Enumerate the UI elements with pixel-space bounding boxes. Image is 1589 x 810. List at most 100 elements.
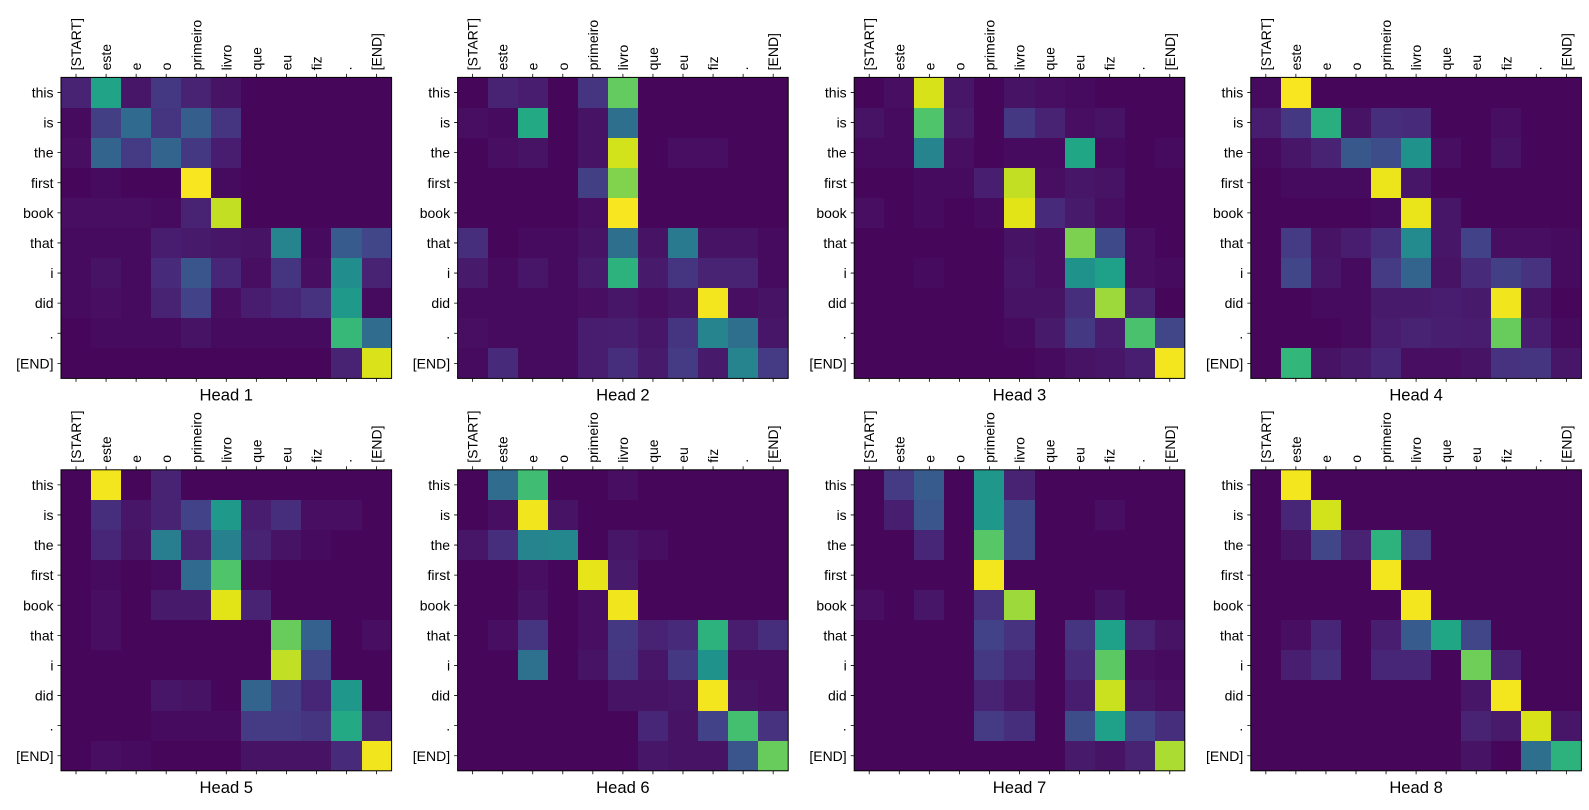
svg-text:[END]: [END]	[765, 33, 781, 70]
svg-text:fiz: fiz	[1498, 56, 1514, 70]
svg-text:primeiro: primeiro	[188, 412, 204, 463]
svg-text:o: o	[1348, 62, 1364, 70]
svg-text:i: i	[844, 265, 847, 281]
svg-text:is: is	[837, 115, 847, 131]
svg-text:did: did	[35, 295, 54, 311]
svg-text:[END]: [END]	[765, 425, 781, 462]
svg-text:that: that	[1220, 627, 1243, 643]
svg-text:the: the	[1224, 537, 1244, 553]
svg-text:primeiro: primeiro	[1378, 20, 1394, 71]
svg-text:that: that	[1220, 235, 1243, 251]
svg-text:that: that	[30, 235, 53, 251]
svg-text:.: .	[339, 459, 355, 463]
svg-text:o: o	[158, 62, 174, 70]
svg-text:[START]: [START]	[68, 18, 84, 70]
svg-text:this: this	[428, 84, 450, 100]
svg-text:i: i	[447, 657, 450, 673]
svg-text:the: the	[827, 537, 847, 553]
svg-text:o: o	[555, 62, 571, 70]
svg-text:i: i	[1240, 657, 1243, 673]
svg-text:[END]: [END]	[1558, 33, 1574, 70]
svg-text:this: this	[1222, 477, 1244, 493]
svg-text:fiz: fiz	[1102, 449, 1118, 463]
svg-text:este: este	[891, 436, 907, 463]
svg-text:this: this	[32, 477, 54, 493]
svg-text:this: this	[1222, 84, 1244, 100]
svg-text:i: i	[50, 265, 53, 281]
svg-text:[END]: [END]	[369, 425, 385, 462]
svg-text:first: first	[428, 567, 451, 583]
svg-text:[START]: [START]	[465, 18, 481, 70]
svg-text:e: e	[921, 455, 937, 463]
svg-text:first: first	[31, 175, 54, 191]
svg-text:this: this	[428, 477, 450, 493]
svg-text:[END]: [END]	[1558, 425, 1574, 462]
svg-text:eu: eu	[675, 55, 691, 71]
svg-text:first: first	[824, 175, 847, 191]
svg-text:livro: livro	[615, 437, 631, 463]
svg-text:este: este	[1288, 44, 1304, 71]
svg-text:que: que	[248, 47, 264, 71]
svg-text:o: o	[158, 455, 174, 463]
svg-text:que: que	[645, 439, 661, 463]
svg-text:.: .	[1528, 67, 1544, 71]
svg-text:the: the	[1224, 145, 1244, 161]
svg-text:fiz: fiz	[705, 56, 721, 70]
svg-text:e: e	[1318, 455, 1334, 463]
svg-text:fiz: fiz	[308, 56, 324, 70]
svg-text:book: book	[23, 597, 54, 613]
svg-text:i: i	[50, 657, 53, 673]
svg-text:the: the	[34, 145, 54, 161]
svg-text:eu: eu	[1072, 447, 1088, 463]
svg-text:[END]: [END]	[413, 748, 450, 764]
svg-text:que: que	[248, 439, 264, 463]
svg-text:Head 6: Head 6	[596, 778, 650, 797]
svg-text:[END]: [END]	[16, 355, 53, 371]
svg-text:e: e	[1318, 62, 1334, 70]
svg-text:did: did	[828, 295, 847, 311]
svg-text:primeiro: primeiro	[188, 20, 204, 71]
svg-text:is: is	[440, 115, 450, 131]
svg-text:is: is	[440, 507, 450, 523]
svg-text:livro: livro	[218, 45, 234, 71]
svg-text:e: e	[128, 62, 144, 70]
svg-text:[END]: [END]	[16, 748, 53, 764]
svg-text:.: .	[735, 67, 751, 71]
svg-text:que: que	[645, 47, 661, 71]
svg-text:Head 4: Head 4	[1389, 386, 1443, 405]
svg-text:book: book	[816, 597, 847, 613]
svg-text:that: that	[427, 235, 450, 251]
svg-text:book: book	[816, 205, 847, 221]
svg-text:.: .	[735, 459, 751, 463]
svg-text:that: that	[30, 627, 53, 643]
svg-text:book: book	[420, 597, 451, 613]
svg-text:que: que	[1438, 47, 1454, 71]
svg-text:this: this	[825, 477, 847, 493]
svg-text:o: o	[951, 455, 967, 463]
svg-text:Head 3: Head 3	[993, 386, 1047, 405]
svg-text:that: that	[427, 627, 450, 643]
svg-text:.: .	[339, 67, 355, 71]
svg-text:[END]: [END]	[809, 355, 846, 371]
svg-text:Head 5: Head 5	[200, 778, 254, 797]
svg-text:este: este	[891, 44, 907, 71]
svg-text:fiz: fiz	[1498, 449, 1514, 463]
svg-text:primeiro: primeiro	[981, 20, 997, 71]
svg-text:did: did	[1225, 688, 1244, 704]
svg-text:que: que	[1042, 47, 1058, 71]
svg-text:is: is	[1233, 115, 1243, 131]
svg-text:the: the	[34, 537, 54, 553]
svg-text:[START]: [START]	[68, 410, 84, 462]
svg-text:.: .	[1239, 325, 1243, 341]
svg-text:book: book	[420, 205, 451, 221]
svg-text:is: is	[837, 507, 847, 523]
svg-text:[END]: [END]	[1162, 33, 1178, 70]
svg-text:[END]: [END]	[809, 748, 846, 764]
svg-text:este: este	[495, 44, 511, 71]
svg-text:.: .	[50, 718, 54, 734]
svg-text:this: this	[32, 84, 54, 100]
svg-text:[END]: [END]	[413, 355, 450, 371]
svg-text:[END]: [END]	[1206, 355, 1243, 371]
svg-text:primeiro: primeiro	[1378, 412, 1394, 463]
svg-text:the: the	[431, 145, 451, 161]
